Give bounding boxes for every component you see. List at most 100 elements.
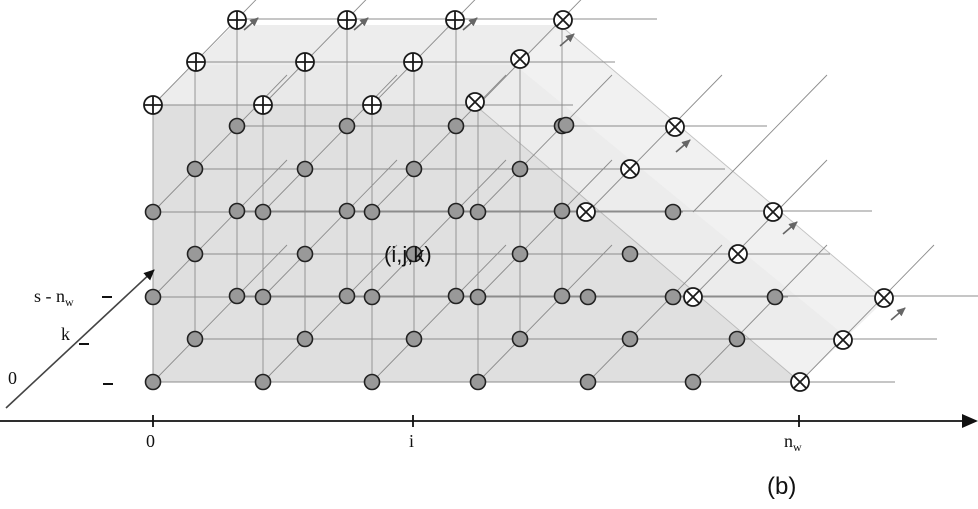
grid-line <box>262 0 367 106</box>
shaded-planes <box>153 25 885 382</box>
lattice-nodes <box>143 10 894 392</box>
boundary-times-node <box>728 244 748 264</box>
x-tick-label-nw: nw <box>784 431 802 454</box>
interior-node <box>579 288 597 306</box>
depth-arrow <box>675 139 691 153</box>
x-tick-label-zero: 0 <box>146 431 155 451</box>
boundary-times-node <box>510 49 530 69</box>
interior-node <box>363 288 381 306</box>
grid-line <box>152 159 288 298</box>
x-tick-label-i: i <box>409 431 414 451</box>
grid-line <box>152 244 288 383</box>
boundary-times-node <box>833 330 853 350</box>
interior-node <box>144 288 162 306</box>
boundary-plus-node <box>403 52 423 72</box>
interior-node <box>296 245 314 263</box>
boundary-plus-node <box>362 95 382 115</box>
interior-node <box>144 203 162 221</box>
depth-arrow <box>782 221 798 235</box>
interior-node <box>766 288 784 306</box>
grid-line <box>371 0 476 106</box>
grid-line <box>152 0 257 106</box>
grid-line <box>262 159 398 298</box>
boundary-times-node <box>576 202 596 222</box>
interior-node <box>469 288 487 306</box>
grid-line <box>477 74 613 213</box>
boundary-times-node <box>790 372 810 392</box>
interior-node <box>621 330 639 348</box>
boundary-plus-node <box>295 52 315 72</box>
grid-line <box>371 244 507 383</box>
grid-line <box>587 244 723 383</box>
interior-node <box>363 203 381 221</box>
interior-node <box>228 117 246 135</box>
interior-node <box>405 245 423 263</box>
interior-node <box>447 287 465 305</box>
interior-node <box>553 202 571 220</box>
interior-node <box>664 203 682 221</box>
interior-node <box>621 245 639 263</box>
interior-node <box>228 202 246 220</box>
interior-node <box>228 287 246 305</box>
depth-axis <box>5 269 155 409</box>
boundary-times-node <box>874 288 894 308</box>
interior-node <box>186 160 204 178</box>
grid-line <box>587 74 723 213</box>
boundary-times-node <box>465 92 485 112</box>
grid-line <box>799 244 935 383</box>
grid-line <box>477 159 613 298</box>
interior-node <box>254 373 272 391</box>
boundary-plus-node <box>227 10 247 30</box>
depth-arrow <box>462 17 478 31</box>
interior-node <box>511 160 529 178</box>
interior-node <box>684 373 702 391</box>
depth-label-k: k <box>61 324 70 344</box>
interior-node <box>579 373 597 391</box>
boundary-plus-node <box>337 10 357 30</box>
interior-node <box>186 330 204 348</box>
panel-label: (b) <box>767 473 796 500</box>
interior-node <box>338 117 356 135</box>
interior-node <box>296 160 314 178</box>
depth-arrow <box>559 33 575 47</box>
depth-arrow <box>890 307 906 321</box>
grid-line <box>692 159 828 298</box>
interior-node <box>296 330 314 348</box>
interior-node <box>144 373 162 391</box>
interior-node <box>405 160 423 178</box>
interior-node <box>511 245 529 263</box>
boundary-times-node <box>620 159 640 179</box>
interior-node <box>363 373 381 391</box>
interior-node <box>254 288 272 306</box>
x-axis <box>0 414 978 428</box>
depth-arrow <box>353 17 369 31</box>
boundary-times-node <box>763 202 783 222</box>
interior-node <box>664 288 682 306</box>
depth-arrow <box>243 17 259 31</box>
interior-node <box>728 330 746 348</box>
grid-line <box>474 104 801 383</box>
interior-node <box>557 116 575 134</box>
boundary-plus-node <box>143 95 163 115</box>
grid-line <box>692 244 828 383</box>
grid-line <box>692 74 828 213</box>
interior-node <box>186 245 204 263</box>
interior-node <box>469 373 487 391</box>
boundary-times-node <box>553 10 573 30</box>
interior-node <box>338 287 356 305</box>
grid-line <box>371 159 507 298</box>
interior-node <box>469 203 487 221</box>
boundary-times-node <box>683 287 703 307</box>
interior-node <box>553 287 571 305</box>
interior-node <box>447 202 465 220</box>
interior-node <box>511 330 529 348</box>
boundary-times-node <box>665 117 685 137</box>
center-label: (i,j,k) <box>384 242 432 267</box>
boundary-plus-node <box>445 10 465 30</box>
boundary-plus-node <box>186 52 206 72</box>
boundary-plus-node <box>253 95 273 115</box>
grid-line <box>262 244 398 383</box>
depth-label-s-minus-nw: s - nw <box>34 286 74 309</box>
interior-node <box>338 202 356 220</box>
